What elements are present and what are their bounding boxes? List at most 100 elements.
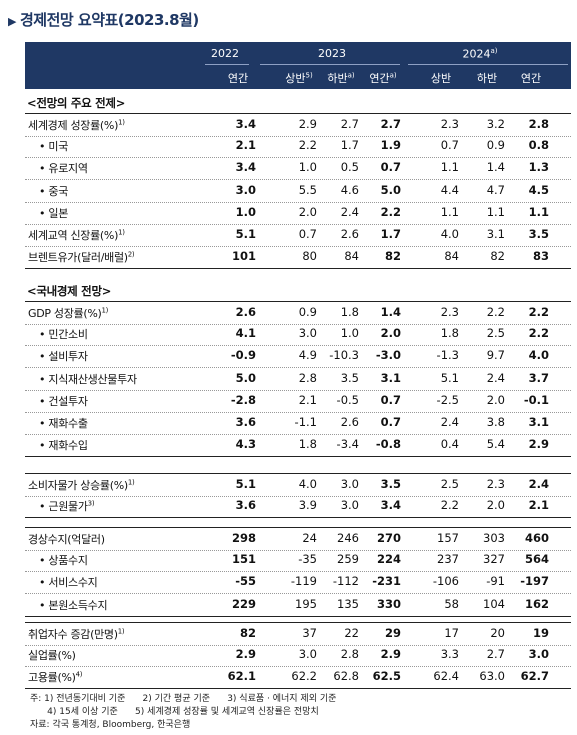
table-cell: 5.0 [235, 370, 256, 385]
row-label: • 근원물가3) [39, 499, 95, 514]
table-cell: 298 [231, 531, 256, 545]
table-cell: 195 [295, 596, 317, 611]
table-cell: 3.0 [298, 326, 317, 341]
table-cell: 2.2 [298, 138, 317, 153]
table-cell: 2.0 [298, 204, 317, 219]
table-row: 브렌트유가(달러/배럴)2) 101 80 84 82 84 82 83 [25, 246, 571, 270]
table-cell: 83 [532, 249, 549, 264]
table-cell: -2.5 [436, 392, 459, 407]
table-cell: 0.4 [440, 437, 459, 452]
table-cell: 4.6 [340, 182, 359, 197]
table-row: 세계경제 성장률(%)1) 3.4 2.9 2.7 2.7 2.3 3.2 2.8 [25, 113, 571, 137]
table-cell: 5.1 [440, 370, 459, 385]
triangle-bullet-icon: ▶ [8, 15, 16, 28]
table-cell: 5.5 [298, 182, 317, 197]
table-cell: -0.9 [230, 348, 256, 363]
table-cell: 3.6 [235, 498, 256, 513]
table-cell: 1.0 [298, 160, 317, 175]
table-cell: -106 [432, 574, 459, 589]
table-cell: 3.3 [440, 647, 459, 662]
table-cell: 460 [524, 531, 549, 545]
row-label: 취업자수 증감(만명)1) [28, 627, 125, 641]
table-cell: 151 [231, 552, 256, 567]
table-cell: 58 [444, 596, 459, 611]
table-row: 고용률(%)4) 62.1 62.2 62.8 62.5 62.4 63.0 62.7 [25, 666, 571, 690]
header-sub-col: 하반 [476, 72, 498, 85]
table-cell: 3.0 [235, 182, 256, 197]
table-cell: 3.5 [380, 477, 401, 491]
table-row: 실업률(%) 2.9 3.0 2.8 2.9 3.3 2.7 3.0 [25, 644, 571, 668]
table-cell: 2.4 [440, 415, 459, 429]
table-cell: 5.1 [235, 477, 256, 491]
table-cell: 37 [302, 626, 317, 640]
table-cell: 62.5 [372, 669, 401, 684]
row-label: 세계경제 성장률(%)1) [28, 118, 125, 132]
header-sub-col: 연간a) [369, 71, 397, 85]
table-cell: 2.2 [380, 204, 401, 219]
row-label: 브렌트유가(달러/배럴)2) [28, 250, 135, 265]
row-label: • 본원소득수지 [39, 598, 108, 612]
table-cell: 5.0 [380, 182, 401, 197]
table-cell: 17 [444, 626, 459, 640]
row-label: • 유로지역 [39, 162, 88, 176]
table-cell: 3.0 [340, 477, 359, 491]
table-cell: 4.0 [298, 477, 317, 491]
table-cell: -119 [290, 574, 317, 589]
table-cell: 3.4 [235, 160, 256, 175]
table-cell: 2.3 [440, 305, 459, 319]
table-cell: -0.5 [336, 392, 359, 407]
table-cell: 2.5 [486, 326, 505, 341]
table-cell: 2.9 [235, 647, 256, 662]
footnote-line: 4) 15세 이상 기준 5) 세계경제 성장률 및 세계교역 신장률은 전망치 [30, 707, 319, 717]
header-year-2022: 2022 [211, 47, 239, 60]
table-cell: 3.4 [235, 117, 256, 131]
table-cell: 237 [437, 552, 459, 567]
table-cell: 2.0 [486, 498, 505, 513]
table-row: • 미국 2.1 2.2 1.7 1.9 0.7 0.9 0.8 [25, 135, 571, 159]
table-cell: 4.4 [440, 182, 459, 197]
table-cell: 62.7 [520, 669, 549, 684]
table-cell: 1.8 [340, 305, 359, 319]
table-cell: 0.7 [380, 160, 401, 175]
table-cell: 2.3 [486, 477, 505, 491]
table-cell: 2.5 [440, 477, 459, 491]
table-header: 2022 2023 2024a) 연간 상반5) 하반a) 연간a) 상반 하반 연간 [25, 42, 571, 89]
table-cell: -112 [332, 574, 359, 589]
table-cell: 24 [302, 531, 317, 545]
table-cell: 1.8 [298, 437, 317, 452]
table-cell: 1.9 [380, 138, 401, 153]
row-label: • 설비투자 [39, 350, 88, 364]
table-cell: -1.1 [294, 415, 317, 429]
table-cell: 2.9 [528, 437, 549, 452]
table-cell: -197 [520, 574, 549, 589]
table-cell: 2.4 [340, 204, 359, 219]
table-cell: 2.8 [298, 370, 317, 385]
table-cell: -231 [372, 574, 401, 589]
table-cell: 3.2 [486, 117, 505, 131]
table-cell: 3.0 [528, 647, 549, 662]
table-row: • 설비투자 -0.9 4.9 -10.3 -3.0 -1.3 9.7 4.0 [25, 345, 571, 369]
table-cell: 1.4 [380, 305, 401, 319]
section-title: <전망의 주요 전제> [27, 96, 126, 110]
row-label: 경상수지(억달러) [28, 533, 105, 546]
table-cell: 3.5 [528, 227, 549, 241]
table-cell: -0.1 [523, 392, 549, 407]
header-year-2024: 2024a) [462, 47, 498, 61]
row-label: • 재화수출 [39, 417, 88, 430]
table-cell: 3.4 [380, 498, 401, 513]
table-cell: 4.7 [486, 182, 505, 197]
table-cell: 63.0 [479, 669, 505, 684]
table-cell: -3.4 [336, 437, 359, 452]
table-cell: 20 [490, 626, 505, 640]
table-cell: 2.9 [380, 647, 401, 662]
table-cell: 101 [231, 249, 256, 264]
table-cell: 4.0 [440, 227, 459, 241]
table-cell: 0.7 [440, 138, 459, 153]
table-cell: 1.1 [440, 160, 459, 175]
table-cell: -0.8 [375, 437, 401, 452]
table-cell: -55 [235, 574, 256, 589]
table-row: 소비자물가 상승률(%)1) 5.1 4.0 3.0 3.5 2.5 2.3 2.4 [25, 473, 571, 497]
table-cell: 84 [344, 249, 359, 264]
row-label: • 중국 [39, 184, 69, 198]
table-cell: 4.0 [528, 348, 549, 363]
